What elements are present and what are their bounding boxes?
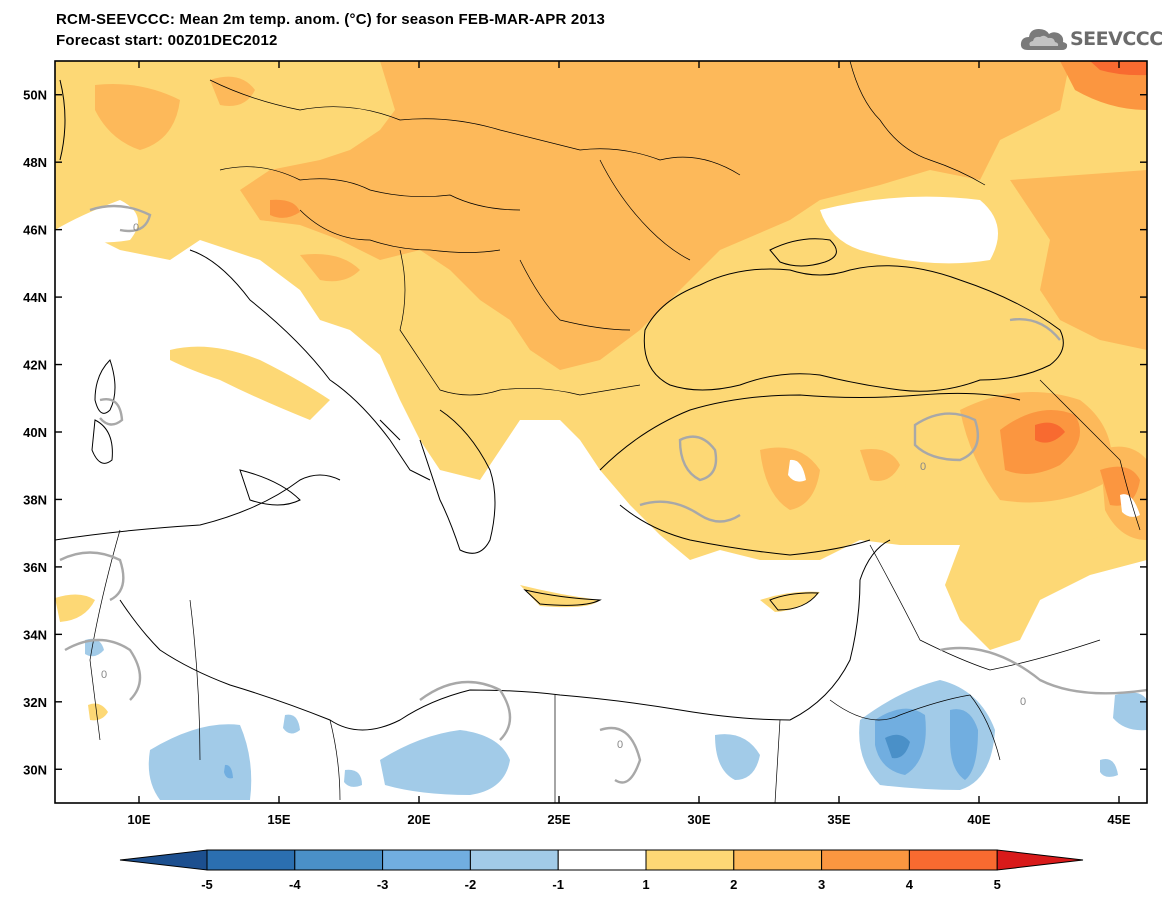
colorbar: -5 -4 -3 -2 -1 1 2 3 4 5	[119, 849, 1084, 892]
lat-tick-label: 32N	[23, 695, 47, 710]
lon-tick-label: 20E	[407, 812, 430, 827]
lon-tick-label: 35E	[827, 812, 850, 827]
contour-label: 0	[133, 222, 139, 234]
lon-tick-label: 10E	[127, 812, 150, 827]
lat-tick-label: 34N	[23, 627, 47, 642]
lat-tick-label: 30N	[23, 762, 47, 777]
lon-tick-label: 25E	[547, 812, 570, 827]
colorbar-label: -4	[289, 877, 301, 892]
colorbar-segment	[733, 849, 823, 871]
lon-tick-label: 15E	[267, 812, 290, 827]
forecast-start-label: Forecast start: 00Z01DEC2012	[56, 32, 278, 49]
colorbar-segment	[645, 849, 735, 871]
map-title: RCM-SEEVCCC: Mean 2m temp. anom. (°C) fo…	[56, 11, 606, 28]
logo-text: SEEVCCC	[1070, 28, 1163, 50]
lon-tick-label: 45E	[1107, 812, 1130, 827]
anomaly-area-moderate	[240, 61, 1070, 370]
lat-tick-label: 36N	[23, 560, 47, 575]
colorbar-label: -3	[377, 877, 389, 892]
contour-label: 0	[101, 669, 107, 681]
lat-tick-label: 40N	[23, 425, 47, 440]
colorbar-segment	[557, 849, 647, 871]
colorbar-label: -5	[201, 877, 213, 892]
zero-contours	[59, 204, 1147, 784]
colorbar-segment	[294, 849, 384, 871]
colorbar-label: 1	[642, 877, 649, 892]
colorbar-label: 3	[818, 877, 825, 892]
lat-tick-label: 46N	[23, 223, 47, 238]
lat-tick-label: 44N	[23, 290, 47, 305]
contour-label: 0	[617, 739, 623, 751]
lat-tick-label: 38N	[23, 492, 47, 507]
seevccc-logo: SEEVCCC	[1018, 22, 1163, 56]
colorbar-segment	[382, 849, 471, 871]
anomaly-field	[55, 61, 1147, 803]
colorbar-arrow-high	[996, 849, 1084, 871]
colorbar-label: 5	[994, 877, 1001, 892]
colorbar-segment	[908, 849, 998, 871]
colorbar-label: -1	[552, 877, 564, 892]
lat-tick-label: 42N	[23, 358, 47, 373]
colorbar-label: 4	[906, 877, 914, 892]
lon-tick-label: 40E	[967, 812, 990, 827]
lat-tick-label: 50N	[23, 88, 47, 103]
contour-label: 0	[920, 461, 926, 473]
colorbar-label: 2	[730, 877, 737, 892]
colorbar-segment	[821, 849, 910, 871]
lat-tick-label: 48N	[23, 155, 47, 170]
contour-label: 0	[1020, 696, 1026, 708]
colorbar-segment	[206, 849, 296, 871]
cloud-icon	[1020, 29, 1068, 50]
coastlines	[55, 79, 1064, 731]
colorbar-label: -2	[465, 877, 477, 892]
country-borders	[89, 61, 1141, 803]
map-axes: 10E 15E 20E 25E 30E 35E 40E 45E 50N 48N 46N 44N 42N 4…	[23, 61, 1147, 827]
lon-tick-label: 30E	[687, 812, 710, 827]
colorbar-segment	[469, 849, 559, 871]
colorbar-arrow-low	[119, 849, 208, 871]
